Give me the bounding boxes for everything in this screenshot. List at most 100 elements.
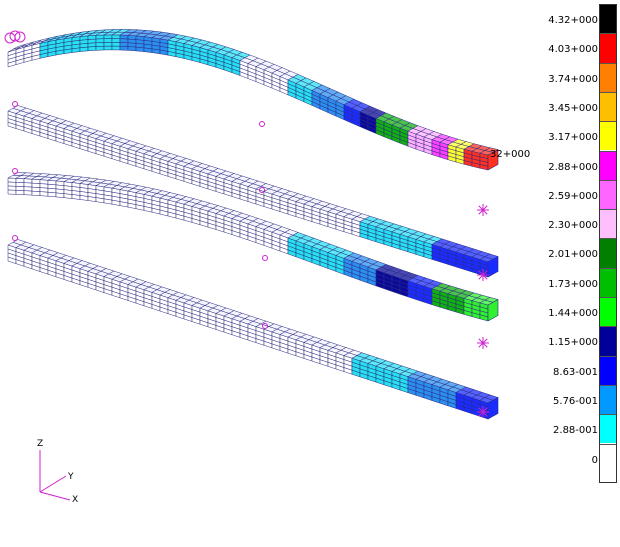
beam-3[interactable] (7, 172, 499, 322)
legend-label: 2.59+000 (548, 190, 598, 202)
mesh-element (119, 38, 129, 44)
mesh-element (143, 47, 153, 53)
boundary-symbols (4, 30, 489, 418)
mesh-element (95, 38, 105, 44)
legend-swatch (599, 209, 617, 239)
node-marker (12, 101, 18, 107)
mesh-element (111, 45, 121, 51)
mesh-element (95, 42, 105, 47)
max-value-label: 32+000 (490, 149, 531, 160)
legend-label: 5.76-001 (553, 395, 598, 407)
legend-swatch (599, 355, 617, 385)
legend-swatch (599, 179, 617, 210)
y-axis-line (39, 475, 67, 493)
mesh-element (95, 45, 105, 51)
mesh-element (135, 46, 145, 52)
legend-label: 1.73+000 (548, 278, 598, 290)
mesh-element (119, 34, 129, 40)
mesh-element (15, 178, 25, 183)
node-marker (262, 323, 268, 329)
mesh-element (15, 190, 25, 195)
mesh-element (23, 186, 33, 192)
legend-swatch (599, 121, 617, 151)
legend-label: 3.45+000 (548, 102, 598, 114)
mesh-element (63, 48, 73, 54)
beam-2[interactable] (7, 105, 499, 278)
constraint-symbol (9, 30, 21, 42)
mesh-element (111, 42, 121, 47)
legend-label: 3.74+000 (548, 73, 598, 85)
mesh-element (79, 195, 89, 201)
legend-swatch (599, 326, 617, 356)
y-axis-label: Y (68, 472, 74, 482)
beam-end-face (487, 298, 499, 322)
model-viewport[interactable] (0, 0, 560, 547)
legend-label: 1.44+000 (548, 308, 598, 319)
mesh-element (55, 192, 65, 198)
mesh-element (23, 190, 33, 196)
z-axis-label: Z (37, 439, 44, 449)
constraint-symbol (477, 406, 489, 418)
constraint-symbol (477, 269, 489, 281)
mesh-element (23, 178, 33, 184)
legend-swatch (599, 414, 617, 444)
constraint-symbol (14, 31, 26, 43)
legend-swatch (599, 238, 617, 268)
mesh-element (87, 46, 97, 52)
constraint-symbol (477, 204, 489, 216)
mesh-element (79, 46, 89, 52)
constraint-symbol (477, 337, 489, 349)
legend-label: 8.63-001 (553, 366, 598, 378)
node-marker (12, 168, 18, 174)
mesh-element (95, 34, 105, 40)
beam-end-face (487, 148, 499, 171)
beam-4[interactable] (7, 239, 499, 420)
mesh-element (103, 38, 113, 43)
node-marker (262, 255, 268, 261)
legend-label: 3.17+000 (548, 132, 598, 144)
legend-swatch (599, 384, 617, 415)
legend-frame (599, 4, 617, 483)
legend-label: 1.15+000 (548, 337, 598, 349)
mesh-element (71, 47, 81, 53)
mesh-element (111, 38, 121, 43)
legend-swatch (599, 91, 617, 122)
mesh-element (15, 186, 25, 191)
mesh-element (39, 191, 49, 197)
legend-label: 4.03+000 (548, 44, 598, 56)
mesh-element (31, 190, 41, 196)
mesh-element (103, 42, 113, 47)
node-marker (259, 121, 265, 127)
legend-label: 2.88-001 (553, 425, 598, 437)
legend-label: 0 (591, 454, 598, 466)
mesh-element (119, 45, 129, 51)
legend-swatch (599, 297, 617, 327)
coordinate-triad (39, 450, 71, 501)
mesh-element (103, 45, 113, 51)
node-marker (259, 187, 265, 193)
beams-layer (7, 29, 499, 420)
mesh-element (119, 42, 129, 47)
legend-swatch (599, 33, 617, 63)
node-marker (12, 235, 18, 241)
mesh-element (7, 185, 17, 191)
beam-end-face (487, 396, 499, 420)
legend-swatch (599, 443, 617, 483)
beam-1[interactable] (7, 29, 499, 171)
x-axis-line (39, 491, 71, 501)
mesh-element (47, 191, 57, 198)
contour-legend: 4.32+000 4.03+000 3.74+000 3.45+000 3.17+000… (540, 0, 620, 547)
mesh-element (7, 177, 17, 183)
legend-label: 2.88+000 (548, 161, 598, 173)
legend-label: 2.30+000 (548, 220, 598, 232)
legend-swatch (599, 150, 617, 180)
mesh-element (127, 46, 137, 52)
mesh-element (23, 182, 33, 188)
mesh-element (111, 34, 121, 39)
mesh-element (71, 194, 81, 200)
mesh-element (103, 34, 113, 39)
mesh-element (15, 182, 25, 187)
mesh-element (63, 193, 73, 199)
mesh-element (87, 196, 97, 202)
legend-swatch (599, 62, 617, 92)
